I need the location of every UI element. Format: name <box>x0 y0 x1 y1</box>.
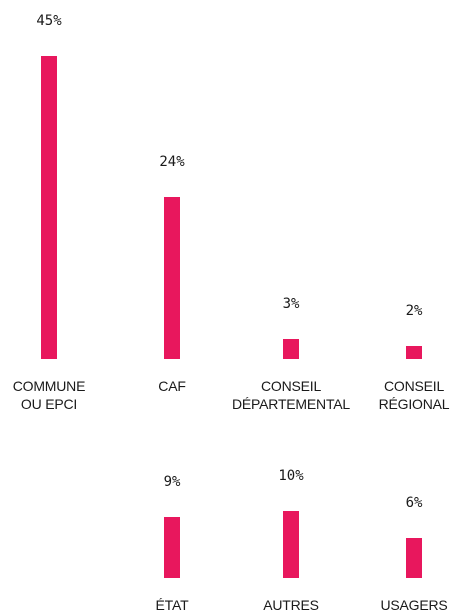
value-label: 10% <box>278 467 304 484</box>
category-label: COMMUNE OU EPCI <box>12 378 86 412</box>
bar <box>406 345 422 359</box>
bar <box>283 510 299 578</box>
category-label: CONSEIL RÉGIONAL <box>378 378 450 412</box>
value-label: 2% <box>405 302 423 319</box>
bar <box>283 338 299 359</box>
value-label: 45% <box>36 13 62 30</box>
bar <box>164 197 180 359</box>
bar <box>406 537 422 578</box>
bar <box>41 56 57 359</box>
category-label: ÉTAT <box>155 597 189 613</box>
value-label: 3% <box>282 295 300 312</box>
category-label: CAF <box>158 378 186 394</box>
category-label: CONSEIL DÉPARTEMENTAL <box>232 378 350 412</box>
value-label: 6% <box>405 494 423 511</box>
value-label: 24% <box>159 154 185 171</box>
category-label: AUTRES <box>263 597 319 613</box>
bar <box>164 517 180 578</box>
category-label: USAGERS <box>380 597 448 613</box>
value-label: 9% <box>163 474 181 491</box>
